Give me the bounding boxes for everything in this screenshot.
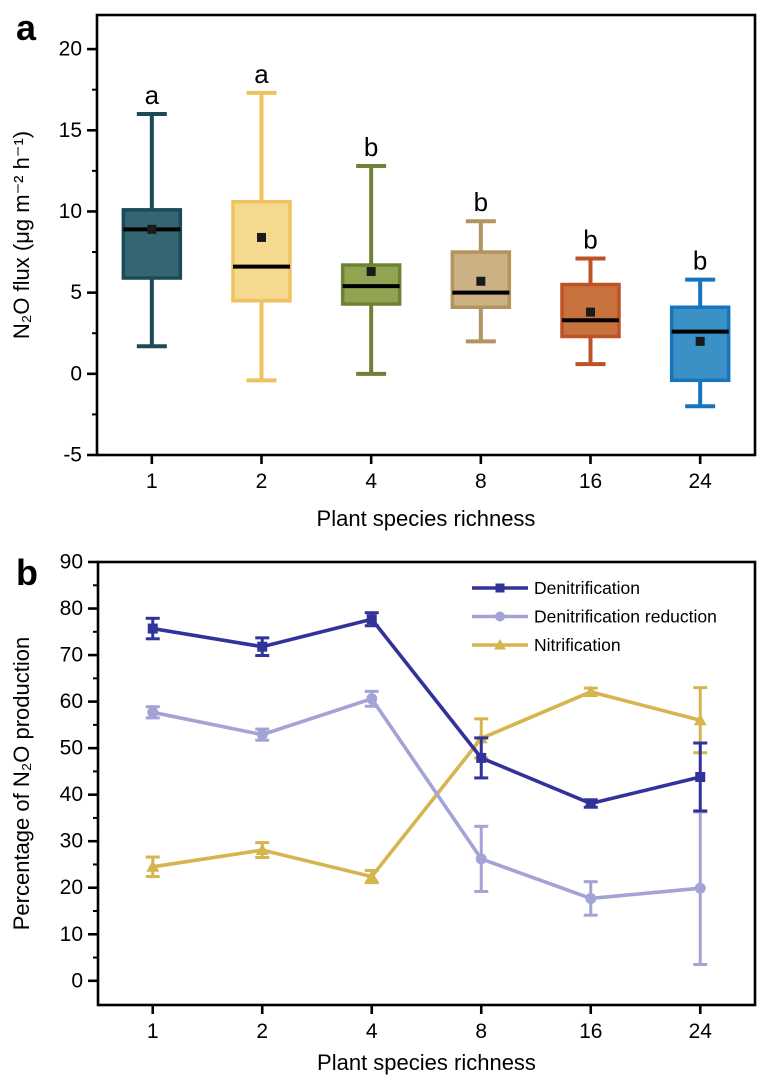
- square-marker-icon: [585, 798, 596, 809]
- sig-letter: b: [474, 187, 488, 217]
- y-axis-title: N₂O flux (μg m⁻² h⁻¹): [9, 131, 34, 339]
- sig-letter: b: [583, 225, 597, 255]
- x-tick-label: 24: [689, 1020, 713, 1043]
- y-tick-label: 70: [60, 644, 83, 667]
- square-marker-icon: [257, 641, 268, 652]
- mean-marker: [257, 232, 266, 242]
- mean-marker: [476, 276, 486, 286]
- y-tick-label: 0: [70, 362, 82, 385]
- x-tick-label: 1: [146, 470, 158, 493]
- circle-marker-icon: [147, 706, 159, 718]
- square-marker-icon: [147, 623, 158, 634]
- y-tick-label: 15: [59, 119, 82, 142]
- panel-b-label: b: [16, 552, 38, 593]
- circle-marker-icon: [256, 729, 268, 741]
- series-line: [152, 689, 701, 879]
- x-tick-label: 8: [475, 470, 487, 493]
- mean-marker: [366, 267, 376, 277]
- y-tick-label: -5: [63, 444, 82, 467]
- circle-marker-icon: [366, 693, 378, 705]
- square-marker-icon: [366, 614, 377, 625]
- x-tick-label: 24: [688, 470, 712, 493]
- circle-marker-icon: [694, 882, 706, 894]
- y-axis-title: Percentage of N₂O production: [9, 637, 34, 931]
- plot-frame: [95, 13, 757, 457]
- triangle-marker-icon: [494, 639, 506, 650]
- panel-a-boxplot: a -5 0 5 10 15 20 1 2 4 8 16 24 Plant species richne…: [9, 7, 757, 531]
- x-tick-label: 16: [579, 1020, 602, 1043]
- y-tick-label: 20: [59, 38, 82, 61]
- box: [231, 199, 292, 303]
- circle-marker-icon: [585, 892, 597, 904]
- triangle-marker-icon: [693, 713, 707, 726]
- y-tick-label: 50: [60, 737, 83, 760]
- x-tick-label: 4: [366, 1020, 378, 1043]
- square-marker-icon: [495, 583, 505, 593]
- x-axis-title: Plant species richness: [317, 506, 536, 531]
- y-tick-label: 30: [60, 830, 83, 853]
- y-tick-label: 20: [60, 876, 83, 899]
- circle-marker-icon: [495, 611, 505, 622]
- plot-frame: [96, 560, 757, 1007]
- y-tick-label: 60: [60, 690, 83, 713]
- mean-marker: [586, 307, 595, 317]
- y-tick-label: 10: [59, 200, 82, 223]
- y-tick-label: 10: [60, 923, 83, 946]
- triangle-marker-icon: [255, 843, 269, 856]
- x-tick-label: 2: [256, 470, 268, 493]
- series-line: [152, 696, 701, 901]
- mean-marker: [695, 336, 705, 346]
- triangle-marker-icon: [146, 860, 160, 872]
- box: [121, 208, 183, 280]
- y-tick-label: 40: [60, 783, 83, 806]
- sig-letter: a: [254, 59, 269, 89]
- sig-letter: a: [145, 80, 160, 110]
- sig-letter: b: [364, 132, 378, 162]
- y-tick-label: 0: [71, 969, 83, 992]
- x-axis-title: Plant species richness: [317, 1050, 536, 1075]
- x-tick-label: 16: [579, 470, 602, 493]
- y-tick-label: 90: [60, 551, 83, 574]
- x-tick-label: 2: [256, 1020, 268, 1043]
- triangle-marker-icon: [584, 685, 598, 697]
- mean-marker: [147, 224, 157, 234]
- y-tick-label: 5: [70, 281, 82, 304]
- panel-b-linechart: b 0 10 20 30 40 50 60 70 80 90 1 2 4 8 16 24 Plant speci…: [0, 541, 769, 1082]
- x-tick-label: 4: [365, 470, 377, 493]
- sig-letter: b: [693, 246, 707, 276]
- series-line: [152, 617, 701, 806]
- triangle-marker-icon: [365, 870, 379, 882]
- legend-label: Denitrification: [534, 578, 640, 598]
- legend-label: Nitrification: [534, 635, 621, 655]
- legend-label: Denitrification reduction: [534, 607, 717, 627]
- y-tick-label: 80: [60, 597, 83, 620]
- x-tick-label: 8: [475, 1020, 487, 1043]
- square-marker-icon: [476, 752, 487, 763]
- square-marker-icon: [695, 771, 706, 782]
- x-tick-label: 1: [147, 1020, 159, 1043]
- panel-a-label: a: [16, 7, 37, 48]
- circle-marker-icon: [475, 853, 487, 865]
